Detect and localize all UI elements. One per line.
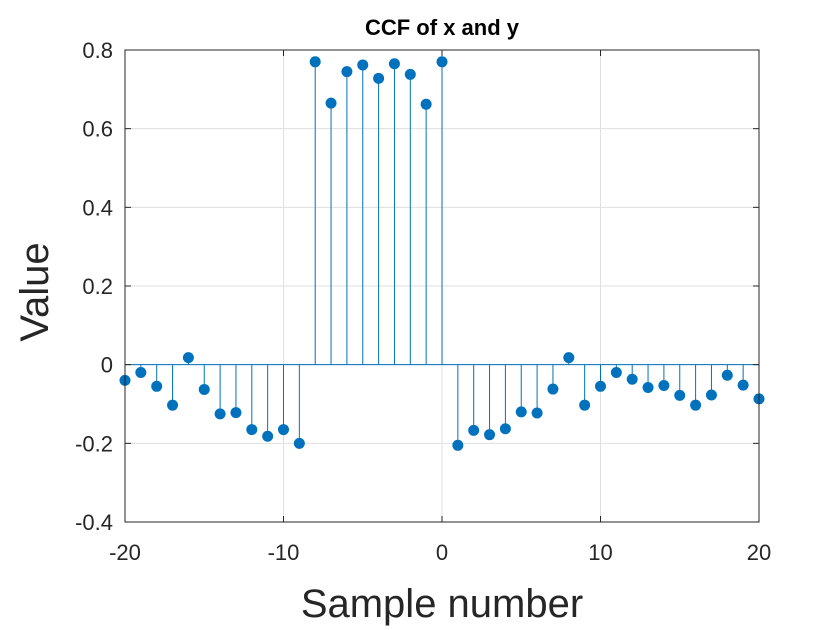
stem-marker <box>262 430 274 442</box>
stem-marker <box>642 381 654 393</box>
y-axis-ticks: -0.4 -0.2 0 0.2 0.4 0.6 0.8 <box>75 38 759 535</box>
y-tick-label: 0.4 <box>82 195 113 220</box>
y-tick-label: 0.8 <box>82 38 113 63</box>
stem-marker <box>610 367 622 379</box>
stem-marker <box>325 97 337 109</box>
stem-marker <box>658 380 670 392</box>
stem-marker <box>547 383 559 395</box>
y-tick-label: -0.4 <box>75 510 113 535</box>
x-axis-title: Sample number <box>301 582 583 626</box>
stem-marker <box>420 98 432 110</box>
stem-marker <box>595 380 606 392</box>
y-tick-label: 0 <box>101 353 113 378</box>
stem-marker <box>246 424 258 436</box>
stem-marker <box>404 68 416 80</box>
stem-marker <box>499 423 511 435</box>
x-tick-label: 20 <box>747 540 771 565</box>
stem-marker <box>214 408 226 420</box>
stem-marker <box>674 389 686 401</box>
stem-marker <box>167 399 179 411</box>
y-tick-label: 0.6 <box>82 117 113 142</box>
stem-marker <box>484 429 496 441</box>
stem-marker <box>737 379 749 391</box>
stem-marker <box>309 56 321 68</box>
stem-marker <box>388 58 400 70</box>
stem-marker <box>436 56 448 68</box>
stem-marker <box>626 373 638 385</box>
y-tick-label: -0.2 <box>75 431 113 456</box>
stem-marker <box>515 406 527 418</box>
y-tick-label: 0.2 <box>82 274 113 299</box>
stem-marker <box>278 424 289 436</box>
y-axis-title: Value <box>13 242 57 341</box>
stem-marker <box>135 367 147 379</box>
chart-title: CCF of x and y <box>365 15 520 40</box>
x-tick-label: 0 <box>436 540 448 565</box>
x-tick-label: -20 <box>109 540 141 565</box>
stem-marker <box>690 399 702 411</box>
stem-marker <box>230 407 242 419</box>
x-axis-ticks: -20 -10 0 10 20 <box>109 50 771 565</box>
stem-marker <box>705 389 717 401</box>
stem-marker <box>293 437 305 449</box>
stem-marker <box>198 383 210 395</box>
stem-marker <box>341 66 353 78</box>
stem-marker <box>721 369 733 381</box>
stem-marker <box>182 352 194 364</box>
stem-marker <box>563 352 575 364</box>
stem-marker <box>373 72 385 84</box>
x-tick-label: 10 <box>588 540 612 565</box>
stem-marker <box>468 424 480 436</box>
x-tick-label: -10 <box>268 540 300 565</box>
stem-marker <box>452 439 464 451</box>
stem-marker <box>531 407 543 419</box>
stem-marker <box>357 59 369 71</box>
stem-marker <box>151 380 163 392</box>
stem-marker <box>579 399 591 411</box>
